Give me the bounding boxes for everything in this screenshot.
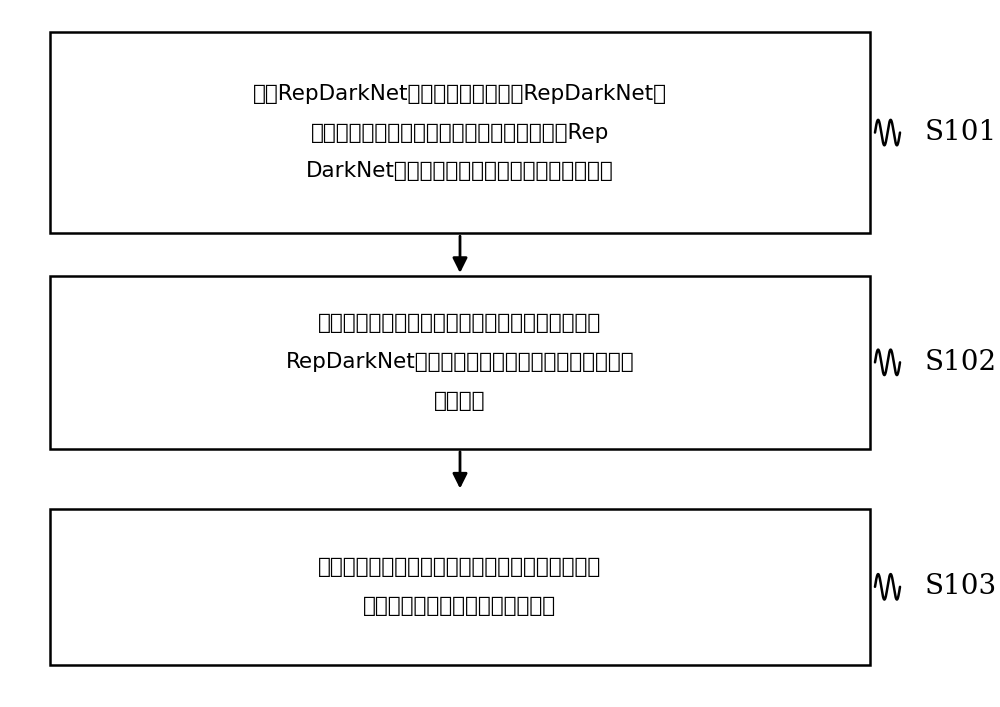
Text: 干网络对遥感图像进行特征提取，其中，所述Rep: 干网络对遥感图像进行特征提取，其中，所述Rep: [311, 122, 609, 143]
Bar: [50, 276, 870, 449]
Text: 构建跨层融合网络，使用所述跨层融合网络对所述: 构建跨层融合网络，使用所述跨层融合网络对所述: [318, 313, 602, 334]
Text: S101: S101: [925, 119, 997, 146]
Bar: [50, 32, 870, 233]
Text: 设计边界框回归损失函数，基于所述边界框损失函: 设计边界框回归损失函数，基于所述边界框损失函: [318, 557, 602, 578]
Text: 数和融合后特征得到小目标检测框: 数和融合后特征得到小目标检测框: [363, 596, 557, 617]
Text: S102: S102: [925, 349, 997, 376]
Text: 特征融合: 特征融合: [434, 391, 486, 411]
Bar: [50, 509, 870, 665]
Text: RepDarkNet主干网络提取到的五个特征图进行跨层: RepDarkNet主干网络提取到的五个特征图进行跨层: [286, 352, 634, 373]
Text: 构建RepDarkNet主干网络，使用所述RepDarkNet主: 构建RepDarkNet主干网络，使用所述RepDarkNet主: [253, 83, 667, 104]
Text: S103: S103: [925, 573, 997, 600]
Text: DarkNet主干网络包含五个串联的特征提取分支: DarkNet主干网络包含五个串联的特征提取分支: [306, 161, 614, 182]
